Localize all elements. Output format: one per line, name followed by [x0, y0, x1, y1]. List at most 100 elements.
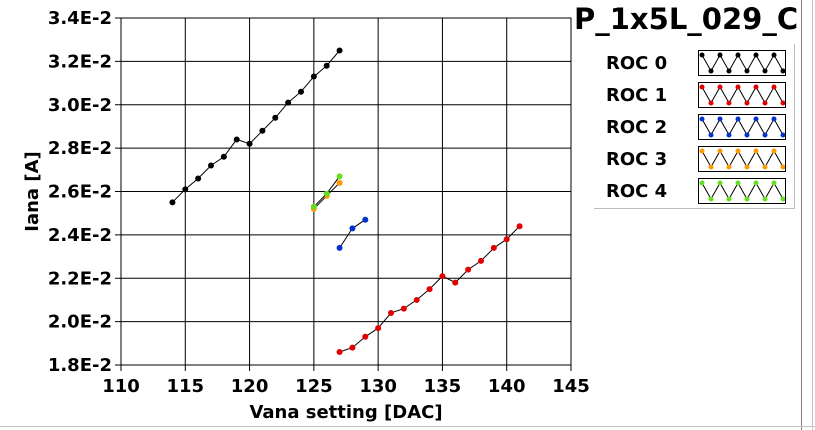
legend-marker	[735, 116, 741, 122]
legend-marker	[699, 148, 705, 154]
legend-marker	[708, 100, 714, 106]
legend-marker	[744, 196, 750, 202]
legend-marker	[762, 164, 768, 170]
data-point	[465, 266, 472, 273]
series-roc-2	[336, 216, 369, 251]
legend-marker	[780, 68, 786, 74]
data-point	[310, 203, 317, 210]
legend-marker	[771, 116, 777, 122]
legend-label: ROC 4	[606, 181, 668, 202]
x-tick-label: 120	[231, 376, 269, 397]
data-point	[208, 162, 214, 169]
x-tick-label: 145	[552, 376, 590, 397]
legend-item: ROC 1	[604, 82, 790, 110]
data-point	[362, 333, 369, 340]
legend-line	[701, 85, 784, 105]
legend-marker	[708, 164, 714, 170]
y-axis-title: Iana [A]	[22, 151, 43, 231]
legend-marker	[753, 180, 759, 186]
data-point	[310, 73, 317, 80]
legend-marker	[717, 52, 723, 58]
data-point	[195, 175, 202, 182]
x-axis: 110 115 120 125 130 135 140 145	[102, 365, 590, 397]
data-point	[285, 99, 292, 106]
legend-marker	[699, 180, 705, 186]
data-point	[272, 114, 279, 121]
legend-marker	[699, 84, 705, 90]
legend-marker	[699, 52, 705, 58]
legend-line	[701, 53, 784, 73]
data-point	[452, 279, 459, 286]
data-point	[478, 257, 484, 264]
legend-marker	[726, 68, 732, 74]
legend-marker	[780, 196, 786, 202]
legend-marker	[735, 84, 741, 90]
y-tick-label: 2.2E-2	[48, 268, 112, 289]
y-tick-label: 2.6E-2	[48, 182, 112, 203]
legend-marker	[708, 132, 714, 138]
legend-marker	[726, 132, 732, 138]
legend-marker	[753, 52, 759, 58]
legend-marker	[771, 84, 777, 90]
legend-marker	[762, 196, 768, 202]
legend-marker	[708, 196, 714, 202]
legend-item: ROC 4	[604, 178, 790, 206]
data-point	[388, 309, 394, 316]
series-roc-4	[310, 173, 343, 210]
data-point	[298, 88, 304, 95]
legend-swatch-icon	[698, 50, 786, 76]
legend-swatch-icon	[698, 82, 786, 108]
legend-marker	[726, 196, 732, 202]
legend-marker	[771, 52, 777, 58]
legend-marker	[717, 180, 723, 186]
legend-label: ROC 0	[606, 53, 668, 74]
legend-marker	[771, 180, 777, 186]
legend	[594, 44, 795, 209]
legend-item: ROC 2	[604, 114, 790, 142]
x-axis-title: Vana setting [DAC]	[249, 402, 442, 423]
legend-swatch-icon	[698, 178, 786, 204]
legend-item: ROC 3	[604, 146, 790, 174]
y-tick-label: 1.8E-2	[48, 355, 112, 376]
data-point	[323, 62, 330, 69]
legend-marker	[753, 84, 759, 90]
y-tick-label: 2.4E-2	[48, 225, 112, 246]
legend-marker	[753, 116, 759, 122]
legend-label: ROC 2	[606, 117, 668, 138]
y-axis: 1.8E-2 2.0E-2 2.2E-2 2.4E-2 2.6E-2 2.8E-2 3.0E…	[48, 8, 121, 376]
data-point	[349, 225, 356, 232]
data-point	[336, 47, 343, 54]
legend-marker	[726, 164, 732, 170]
legend-marker	[771, 148, 777, 154]
data-point	[362, 216, 369, 223]
data-point	[516, 223, 523, 230]
y-tick-label: 2.8E-2	[48, 138, 112, 159]
legend-line	[701, 149, 784, 169]
legend-swatch-icon	[698, 114, 786, 140]
zigzag-icon	[699, 148, 786, 170]
legend-marker	[780, 164, 786, 170]
divider	[801, 0, 802, 430]
y-tick-label: 3.4E-2	[48, 8, 112, 29]
y-tick-label: 3.2E-2	[48, 51, 112, 72]
legend-marker	[735, 148, 741, 154]
legend-marker	[717, 116, 723, 122]
legend-marker	[744, 132, 750, 138]
legend-marker	[708, 68, 714, 74]
legend-marker	[735, 52, 741, 58]
legend-marker	[762, 132, 768, 138]
y-tick-label: 3.0E-2	[48, 95, 112, 116]
series-layer	[169, 47, 523, 355]
zigzag-icon	[699, 116, 786, 138]
x-tick-label: 125	[295, 376, 333, 397]
data-point	[259, 127, 266, 134]
data-point	[439, 273, 446, 280]
data-point	[246, 140, 253, 147]
data-point	[336, 348, 343, 355]
legend-label: ROC 1	[606, 85, 668, 106]
data-point	[349, 344, 356, 351]
legend-marker	[726, 100, 732, 106]
grid	[120, 17, 572, 366]
legend-marker	[780, 132, 786, 138]
